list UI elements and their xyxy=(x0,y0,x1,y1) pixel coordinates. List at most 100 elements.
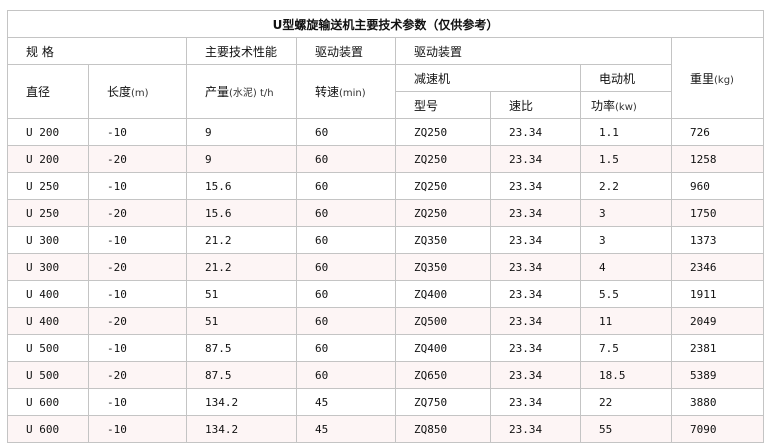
cell-weight: 1258 xyxy=(671,145,764,173)
cell-length: -10 xyxy=(88,415,187,443)
cell-length: -20 xyxy=(88,307,187,335)
cell-output: 21.2 xyxy=(186,253,297,281)
cell-diameter: U 600 xyxy=(7,415,89,443)
cell-weight: 3880 xyxy=(671,388,764,416)
header-diameter: 直径 xyxy=(7,64,89,119)
table-title: U型螺旋输送机主要技术参数（仅供参考） xyxy=(7,10,764,38)
cell-weight: 2381 xyxy=(671,334,764,362)
table-row: U 500 -10 87.5 60 ZQ400 23.34 7.5 2381 xyxy=(7,334,764,362)
cell-length: -20 xyxy=(88,361,187,389)
cell-ratio: 23.34 xyxy=(490,415,581,443)
cell-speed: 60 xyxy=(296,145,396,173)
cell-diameter: U 500 xyxy=(7,361,89,389)
cell-power: 3 xyxy=(580,199,672,227)
cell-power: 1.5 xyxy=(580,145,672,173)
cell-model: ZQ650 xyxy=(395,361,491,389)
cell-speed: 60 xyxy=(296,307,396,335)
weight-label: 重里 xyxy=(690,71,715,86)
header-length: 长度(m) xyxy=(88,64,187,119)
cell-model: ZQ350 xyxy=(395,226,491,254)
speed-unit: (min) xyxy=(339,88,366,99)
cell-speed: 60 xyxy=(296,280,396,308)
cell-speed: 60 xyxy=(296,253,396,281)
cell-length: -10 xyxy=(88,118,187,146)
header-row-3: 型号 速比 功率(kw) xyxy=(8,91,764,119)
cell-ratio: 23.34 xyxy=(490,226,581,254)
cell-model: ZQ400 xyxy=(395,334,491,362)
cell-speed: 45 xyxy=(296,388,396,416)
power-unit: (kw) xyxy=(615,101,637,113)
cell-ratio: 23.34 xyxy=(490,307,581,335)
cell-length: -10 xyxy=(88,226,187,254)
cell-model: ZQ250 xyxy=(395,172,491,200)
cell-model: ZQ250 xyxy=(395,199,491,227)
header-row-1: 规 格 主要技术性能 驱动装置 驱动装置 重里(kg) xyxy=(7,37,764,119)
cell-power: 3 xyxy=(580,226,672,254)
cell-diameter: U 300 xyxy=(7,226,89,254)
header-output: 产量(水泥) t/h xyxy=(186,64,297,119)
cell-weight: 7090 xyxy=(671,415,764,443)
table-row: U 500 -20 87.5 60 ZQ650 23.34 18.5 5389 xyxy=(7,361,764,389)
cell-ratio: 23.34 xyxy=(490,172,581,200)
cell-length: -10 xyxy=(88,280,187,308)
table-row: U 600 -10 134.2 45 ZQ750 23.34 22 3880 xyxy=(7,388,764,416)
cell-weight: 5389 xyxy=(671,361,764,389)
cell-power: 7.5 xyxy=(580,334,672,362)
output-unit: (水泥) t/h xyxy=(229,88,274,99)
cell-diameter: U 200 xyxy=(7,118,89,146)
table-row: U 250 -20 15.6 60 ZQ250 23.34 3 1750 xyxy=(7,199,764,227)
cell-weight: 2346 xyxy=(671,253,764,281)
title-row: U型螺旋输送机主要技术参数（仅供参考） xyxy=(7,10,764,38)
cell-ratio: 23.34 xyxy=(490,361,581,389)
cell-weight: 1750 xyxy=(671,199,764,227)
header-row-2: 直径 长度(m) 产量(水泥) t/h 转速(min) 减速机 电动机 xyxy=(7,64,764,119)
cell-diameter: U 500 xyxy=(7,334,89,362)
cell-weight: 726 xyxy=(671,118,764,146)
table-row: U 400 -20 51 60 ZQ500 23.34 11 2049 xyxy=(7,307,764,335)
cell-power: 11 xyxy=(580,307,672,335)
cell-speed: 60 xyxy=(296,334,396,362)
cell-speed: 60 xyxy=(296,199,396,227)
cell-output: 87.5 xyxy=(186,361,297,389)
length-unit: (m) xyxy=(131,88,149,99)
header-spec: 规 格 xyxy=(7,37,187,65)
cell-model: ZQ400 xyxy=(395,280,491,308)
cell-length: -10 xyxy=(88,388,187,416)
cell-diameter: U 400 xyxy=(7,280,89,308)
header-speed: 转速(min) xyxy=(296,64,396,119)
header-performance: 主要技术性能 xyxy=(186,37,297,65)
cell-length: -10 xyxy=(88,172,187,200)
cell-weight: 1373 xyxy=(671,226,764,254)
cell-model: ZQ250 xyxy=(395,118,491,146)
cell-ratio: 23.34 xyxy=(490,253,581,281)
cell-model: ZQ850 xyxy=(395,415,491,443)
cell-weight: 960 xyxy=(671,172,764,200)
cell-speed: 60 xyxy=(296,226,396,254)
cell-power: 5.5 xyxy=(580,280,672,308)
cell-diameter: U 400 xyxy=(7,307,89,335)
cell-speed: 60 xyxy=(296,361,396,389)
cell-output: 15.6 xyxy=(186,172,297,200)
cell-power: 1.1 xyxy=(580,118,672,146)
cell-ratio: 23.34 xyxy=(490,388,581,416)
cell-output: 87.5 xyxy=(186,334,297,362)
cell-diameter: U 250 xyxy=(7,172,89,200)
cell-output: 51 xyxy=(186,307,297,335)
cell-power: 2.2 xyxy=(580,172,672,200)
cell-diameter: U 200 xyxy=(7,145,89,173)
table-row: U 200 -10 9 60 ZQ250 23.34 1.1 726 xyxy=(7,118,764,146)
cell-power: 22 xyxy=(580,388,672,416)
cell-output: 15.6 xyxy=(186,199,297,227)
cell-speed: 60 xyxy=(296,118,396,146)
cell-ratio: 23.34 xyxy=(490,280,581,308)
weight-unit: (kg) xyxy=(714,74,734,86)
cell-model: ZQ750 xyxy=(395,388,491,416)
cell-weight: 1911 xyxy=(671,280,764,308)
table-row: U 300 -20 21.2 60 ZQ350 23.34 4 2346 xyxy=(7,253,764,281)
cell-output: 134.2 xyxy=(186,388,297,416)
length-label: 长度 xyxy=(107,85,132,99)
speed-label: 转速 xyxy=(315,85,340,99)
header-weight: 重里(kg) xyxy=(671,37,764,119)
cell-diameter: U 250 xyxy=(7,199,89,227)
cell-power: 55 xyxy=(580,415,672,443)
